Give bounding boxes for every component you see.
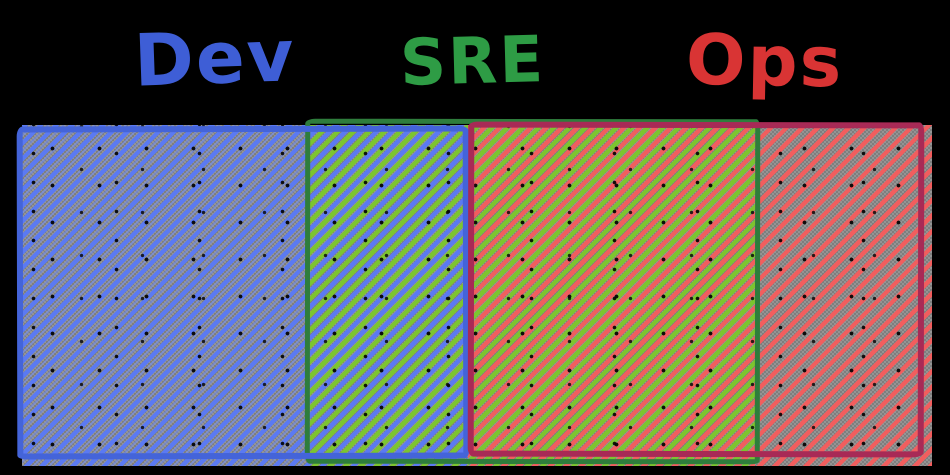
label-ops: Ops	[685, 18, 844, 104]
label-dev: Dev	[132, 13, 297, 103]
dev-rectangle-border	[16, 125, 470, 460]
ops-rectangle-border	[467, 121, 925, 458]
speckle-noise-overlay	[22, 125, 932, 466]
venn-band	[22, 125, 932, 466]
label-sre: SRE	[399, 23, 547, 101]
